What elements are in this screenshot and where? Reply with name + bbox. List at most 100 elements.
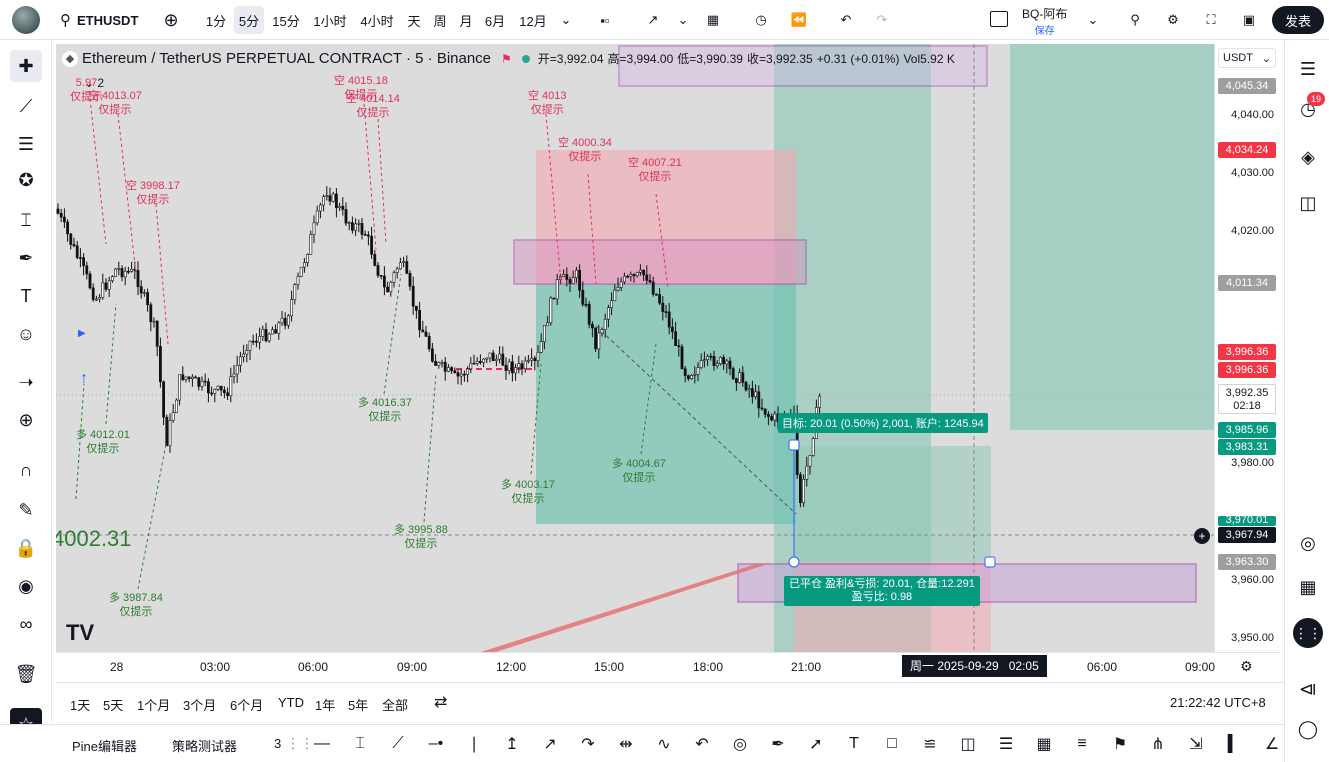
add-symbol-button[interactable]: ⊕: [158, 6, 184, 34]
hint-long-4003-17[interactable]: 多 4003.17 仅提示: [501, 479, 555, 505]
horizontal-line-tool[interactable]: —: [312, 734, 332, 754]
polyline-tool[interactable]: ↗: [540, 734, 560, 754]
fib-tool[interactable]: ☰: [10, 128, 42, 160]
brush-draw-tool[interactable]: ✒: [768, 734, 788, 754]
vertical-line-tool[interactable]: ∣: [464, 734, 484, 754]
table-tool[interactable]: ▦: [1034, 734, 1054, 754]
short-risk-zone[interactable]: [536, 150, 796, 284]
currency-selector[interactable]: USDT ⌄: [1218, 48, 1276, 68]
trend-angle-tool[interactable]: ∠: [1262, 734, 1282, 754]
settings-button[interactable]: ⚙: [1160, 6, 1186, 34]
pattern-tool[interactable]: ✪: [10, 164, 42, 196]
range-1m[interactable]: 1个月: [137, 698, 171, 713]
ellipse-tool[interactable]: ◎: [730, 734, 750, 754]
hint-long-3987-84[interactable]: 多 3987.84 仅提示: [109, 592, 163, 618]
xabcd-tool[interactable]: ∿: [654, 734, 674, 754]
zoom-tool[interactable]: ⊕: [10, 404, 42, 436]
publish-button[interactable]: 发表: [1272, 6, 1324, 34]
chart-pane[interactable]: TV ◆ Ethereum / TetherUS PERPETUAL CONTR…: [56, 44, 1214, 652]
hint-short-4014-14[interactable]: 空 4014.14 仅提示: [346, 93, 400, 119]
hint-short-4013-07[interactable]: 空 4013.07 仅提示: [88, 90, 142, 116]
goto-date-button[interactable]: ⇄: [434, 692, 447, 712]
interval-1m[interactable]: 1分: [205, 13, 227, 29]
signal-button[interactable]: ⧏: [1293, 674, 1323, 704]
delete-tool[interactable]: 🗑: [10, 658, 42, 690]
short-target-zone[interactable]: [536, 284, 796, 524]
interval-15m[interactable]: 15分: [272, 13, 300, 29]
time-axis[interactable]: 28 03:00 06:00 09:00 12:00 15:00 18:00 2…: [56, 652, 1280, 680]
hint-long-3995-88[interactable]: 多 3995.88 仅提示: [394, 524, 448, 550]
range-ytd[interactable]: YTD: [278, 695, 304, 710]
pitchfork-tool[interactable]: ⋔: [1148, 734, 1168, 754]
layout-name[interactable]: BQ-阿布 保存: [1022, 5, 1067, 37]
symbol-title[interactable]: Ethereum / TetherUS PERPETUAL CONTRACT ·…: [82, 50, 492, 67]
range-3m[interactable]: 3个月: [183, 698, 217, 713]
interval-1w[interactable]: 周: [433, 13, 447, 29]
user-avatar[interactable]: [12, 6, 40, 34]
position-handle-top[interactable]: [788, 439, 800, 451]
layout-button[interactable]: ▦: [700, 6, 726, 34]
magnet-tool[interactable]: ∩: [10, 454, 42, 486]
rectangle-tool[interactable]: □: [882, 734, 902, 754]
hint-short-4013[interactable]: 空 4013 仅提示: [528, 90, 567, 116]
interval-6mo[interactable]: 6月: [484, 13, 506, 29]
text-draw-tool[interactable]: T: [844, 734, 864, 754]
apps-button[interactable]: ⋮⋮: [1293, 618, 1323, 648]
symbol-search[interactable]: ⚲ ETHUSDT: [60, 6, 138, 34]
drag-handle-icon[interactable]: ⋮⋮: [286, 735, 314, 751]
interval-4h[interactable]: 4小时: [360, 13, 394, 29]
alert-button[interactable]: ◷: [748, 6, 774, 34]
price-axis[interactable]: USDT ⌄ 4,040.00 4,030.00 4,020.00 3,980.…: [1214, 44, 1280, 652]
measure-vertical-tool[interactable]: ⌶: [350, 734, 370, 754]
redo-button[interactable]: ↷: [870, 6, 894, 34]
interval-5m[interactable]: 5分: [234, 6, 264, 34]
range-1d[interactable]: 1天: [70, 698, 91, 713]
interval-dropdown[interactable]: ⌄: [556, 6, 576, 34]
callout-tool[interactable]: ◫: [958, 734, 978, 754]
chat-button[interactable]: ◫: [1293, 188, 1323, 218]
hint-short-4000-34[interactable]: 空 4000.34 仅提示: [558, 137, 612, 163]
long-profit-zone-right[interactable]: [1010, 44, 1214, 430]
hint-long-4016-37[interactable]: 多 4016.37 仅提示: [358, 397, 412, 423]
fullscreen-button[interactable]: ⛶: [1198, 6, 1224, 34]
measure-tool[interactable]: ⌶: [10, 204, 42, 236]
layers-button[interactable]: ◈: [1293, 142, 1323, 172]
flag-mark-tool[interactable]: ⚑: [1110, 734, 1130, 754]
candle-type-button[interactable]: ▪▫: [592, 6, 618, 34]
watchlist-button[interactable]: ☰: [1293, 54, 1323, 84]
arc-tool[interactable]: ↶: [692, 734, 712, 754]
trend-wedge[interactable]: [481, 563, 771, 652]
range-5d[interactable]: 5天: [103, 698, 124, 713]
brush-tool[interactable]: ✒: [10, 242, 42, 274]
snapshot-button[interactable]: ▣: [1236, 6, 1262, 34]
interval-12mo[interactable]: 12月: [519, 13, 547, 29]
position-closed-label[interactable]: 已平仓 盈利&亏损: 20.01, 仓量:12.291 盈亏比: 0.98: [784, 576, 980, 606]
interval-1d[interactable]: 天: [407, 13, 421, 29]
crosshair-tool[interactable]: ✚: [10, 50, 42, 82]
pine-editor-tab[interactable]: Pine编辑器: [72, 739, 138, 754]
more-tabs[interactable]: 3: [274, 736, 282, 751]
gann-box-tool[interactable]: ≡: [1072, 734, 1092, 754]
position-handle-bottom[interactable]: [788, 556, 800, 568]
date-range-tool[interactable]: ⇹: [616, 734, 636, 754]
clock-label[interactable]: 21:22:42 UTC+8: [1170, 695, 1266, 710]
strategy-tester-tab[interactable]: 策略测试器: [172, 739, 238, 754]
hint-long-4012-01[interactable]: 多 4012.01 仅提示: [76, 429, 130, 455]
lock-tool[interactable]: 🔒: [10, 532, 42, 564]
ruler-tool[interactable]: ➝: [10, 366, 42, 398]
hint-short-4007-21[interactable]: 空 4007.21 仅提示: [628, 157, 682, 183]
indicator-collapse[interactable]: ⌄ 2: [84, 76, 105, 90]
interval-1mo[interactable]: 月: [459, 13, 473, 29]
add-alert-plus[interactable]: +: [1194, 528, 1210, 544]
indicators-button[interactable]: ↗: [640, 6, 666, 34]
curve-tool[interactable]: ↷: [578, 734, 598, 754]
hint-long-4004-67[interactable]: 多 4004.67 仅提示: [612, 458, 666, 484]
bars-pattern-tool[interactable]: ▍: [1224, 734, 1244, 754]
hint-short-4015-18[interactable]: 空 4015.18 仅提示: [334, 75, 388, 101]
position-box-lower[interactable]: [794, 446, 991, 562]
trendline-tool[interactable]: ⟋: [10, 90, 42, 122]
position-handle-right[interactable]: [984, 556, 996, 568]
ray-tool[interactable]: –•: [426, 734, 446, 754]
line-tool[interactable]: ⟋: [388, 734, 408, 754]
hide-tool[interactable]: ◉: [10, 570, 42, 602]
